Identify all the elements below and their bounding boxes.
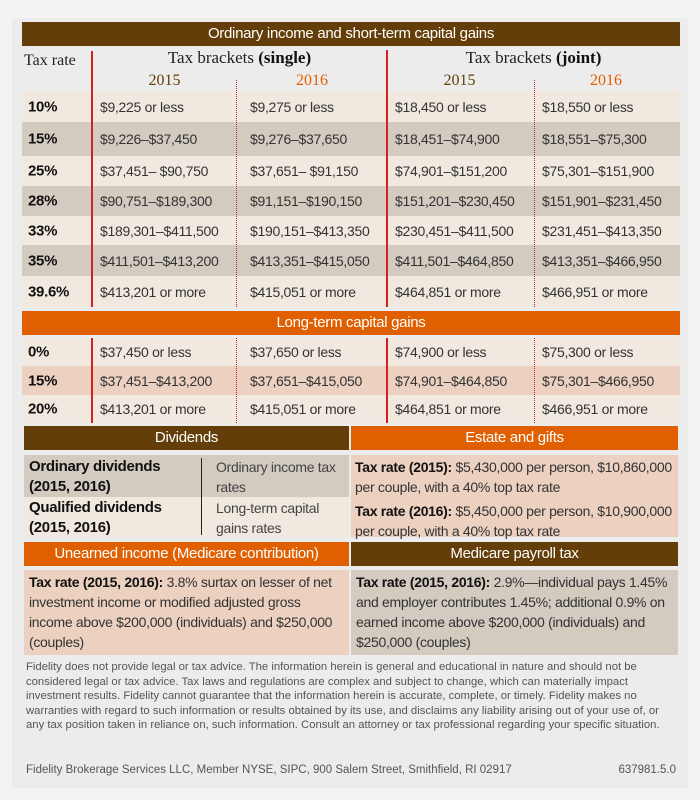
bracket-cell: $151,201–$230,450 [395,193,515,209]
table-row: 15% $9,226–$37,450 $9,276–$37,650 $18,451–$… [22,122,680,156]
bracket-cell: $18,550 or less [542,98,634,115]
table-row: 39.6% $413,201 or more $415,051 or more $46… [22,276,680,307]
unearned-content: Tax rate (2015, 2016): 3.8% surtax on le… [24,570,349,655]
bracket-cell: $74,901–$151,200 [395,163,507,179]
tax-rate-cell: 25% [28,162,58,180]
single-2015: 2015 [148,72,181,89]
table-row: 0% $37,450 or less $37,650 or less $74,900 … [22,338,680,366]
tax-rate-cell: 10% [28,98,58,115]
document-code: 637981.5.0 [618,764,676,776]
bracket-cell: $415,051 or more [250,283,356,300]
bracket-cell: $464,851 or more [395,283,501,300]
single-heading: Tax brackets (single) [167,48,312,67]
bracket-cell: $37,450 or less [100,344,192,360]
joint-2016: 2016 [590,72,622,89]
bracket-cell: $9,226–$37,450 [100,131,198,147]
bracket-cell: $75,301–$466,950 [542,372,654,389]
bracket-cell: $231,451–$413,350 [542,222,662,239]
bracket-cell: $37,451–$413,200 [100,372,212,389]
table-row: 33% $189,301–$411,500 $190,151–$413,350 $23… [22,216,680,245]
tax-rate-cell: 39.6% [28,283,70,300]
bracket-cell: $189,301–$411,500 [100,222,219,239]
estate-content: Tax rate (2015): $5,430,000 per person, … [351,455,678,539]
bracket-cell: $411,501–$413,200 [100,252,219,269]
table-row: 35% $411,501–$413,200 $413,351–$415,050 $41… [22,245,680,276]
table-row: 28% $90,751–$189,300 $91,151–$190,150 $151,… [22,186,680,216]
bracket-cell: $9,275 or less [250,98,334,115]
unearned-header: Unearned income (Medicare contribution) [24,542,349,566]
company-info: Fidelity Brokerage Services LLC, Member … [26,764,512,776]
bracket-cell: $75,300 or less [542,344,634,360]
ordinary-header: Ordinary income and short-term capital g… [22,22,680,46]
tax-rate-cell: 33% [28,222,58,239]
bracket-cell: $413,351–$415,050 [250,252,370,269]
tax-rate-cell: 15% [28,130,58,148]
longterm-header: Long-term capital gains [22,311,680,335]
bracket-cell: $37,650 or less [250,344,342,360]
bracket-cell: $151,901–$231,450 [542,193,662,209]
estate-header: Estate and gifts [351,426,678,450]
bracket-cell: $190,151–$413,350 [250,222,370,239]
bracket-cell: $75,301–$151,900 [542,163,654,179]
qualified-dividends-row: Qualified dividends (2015, 2016) Long-te… [24,497,349,537]
table-row: 10% $9,225 or less $9,275 or less $18,450 o… [22,91,680,122]
medicare-header: Medicare payroll tax [351,542,678,566]
bracket-cell: $464,851 or more [395,401,501,417]
bracket-cell: $90,751–$189,300 [100,193,212,209]
bracket-cell: $466,951 or more [542,283,648,300]
tax-rate-cell: 20% [28,400,58,418]
bracket-cell: $74,901–$464,850 [395,372,507,389]
disclaimer: Fidelity does not provide legal or tax a… [26,661,660,731]
bracket-cell: $466,951 or more [542,401,648,417]
table-row: 20% $413,201 or more $415,051 or more $464,… [22,395,680,423]
bracket-cell: $18,551–$75,300 [542,131,647,147]
medicare-content: Tax rate (2015, 2016): 2.9%—individual p… [351,570,678,655]
bracket-cell: $413,201 or more [100,283,206,300]
single-2016: 2016 [296,72,328,89]
tax-rate-cell: 28% [28,192,58,210]
bracket-cell: $37,651– $91,150 [250,163,359,179]
bracket-cell: $413,351–$466,950 [542,252,662,269]
table-row: 25% $37,451– $90,750 $37,651– $91,150 $74,9… [22,156,680,186]
dividends-header: Dividends [24,426,349,450]
tax-rate-cell: 35% [28,252,58,269]
bracket-cell: $411,501–$464,850 [395,252,514,269]
bracket-cell: $18,450 or less [395,98,487,115]
bracket-cell: $9,276–$37,650 [250,131,348,147]
bracket-cell: $91,151–$190,150 [250,193,362,209]
bracket-cell: $413,201 or more [100,401,206,417]
ordinary-dividends-row: Ordinary dividends (2015, 2016) Ordinary… [24,455,349,497]
bracket-cell: $74,900 or less [395,344,487,360]
bracket-cell: $37,451– $90,750 [100,163,209,179]
joint-2015: 2015 [443,72,476,89]
joint-heading: Tax brackets (joint) [465,48,602,67]
tax-rate-cell: 0% [28,343,50,361]
bracket-cell: $18,451–$74,900 [395,131,500,147]
tax-rate-cell: 15% [28,372,58,389]
bracket-cell: $230,451–$411,500 [395,222,514,239]
bracket-cell: $415,051 or more [250,401,356,417]
tax-rate-heading: Tax rate [24,52,76,69]
bracket-cell: $37,651–$415,050 [250,372,362,389]
tax-chart: Ordinary income and short-term capital g… [12,18,688,788]
bracket-cell: $9,225 or less [100,98,184,115]
table-row: 15% $37,451–$413,200 $37,651–$415,050 $74,9… [22,366,680,395]
